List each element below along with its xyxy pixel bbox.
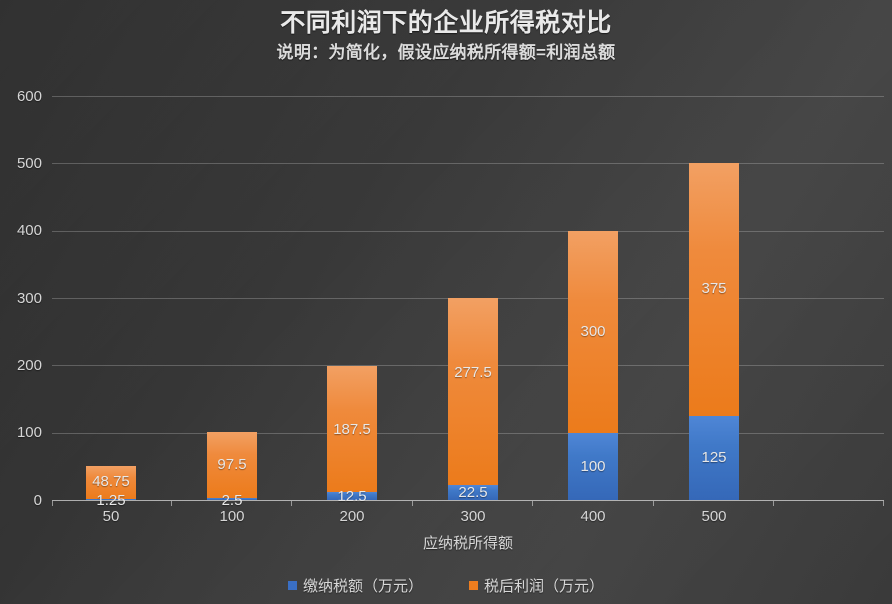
y-axis-tick-500: 500 [16, 155, 42, 172]
x-axis-tick-100: 100 [219, 508, 245, 525]
y-axis-tick-200: 200 [16, 357, 42, 374]
x-axis-tick-400: 400 [580, 508, 606, 525]
legend-swatch-profit-icon [469, 581, 478, 590]
bar-segment-tax-200[interactable] [327, 492, 377, 500]
x-axis-tick-500: 500 [701, 508, 727, 525]
chart-title: 不同利润下的企业所得税对比 [280, 9, 612, 37]
legend-item-profit[interactable]: 税后利润（万元） [469, 575, 604, 596]
bar-segment-profit-400[interactable] [568, 231, 618, 433]
bar-segment-tax-100[interactable] [207, 498, 257, 500]
y-axis-tick-0: 0 [33, 492, 42, 509]
x-axis-tick-mark-4 [532, 501, 533, 506]
chart-legend: 缴纳税额（万元） 税后利润（万元） [0, 575, 892, 596]
legend-swatch-tax-icon [287, 581, 297, 590]
bar-segment-profit-500[interactable] [689, 163, 739, 416]
x-axis-tick-50: 50 [102, 508, 120, 525]
legend-label-tax: 缴纳税额（万元） [302, 578, 423, 595]
x-axis-tick-mark-2 [291, 501, 292, 506]
bar-segment-profit-100[interactable] [207, 432, 257, 498]
x-axis-tick-mark-3 [412, 501, 413, 506]
chart-title-block: 不同利润下的企业所得税对比 说明：为简化，假设应纳税所得额=利润总额 [0, 6, 892, 66]
bar-segment-tax-300[interactable] [448, 485, 498, 500]
x-axis-line [52, 500, 884, 501]
legend-item-tax[interactable]: 缴纳税额（万元） [287, 575, 423, 596]
bar-segment-profit-300[interactable] [448, 298, 498, 485]
x-axis-tick-mark-6 [773, 501, 774, 506]
chart-subtitle: 说明：为简化，假设应纳税所得额=利润总额 [276, 43, 616, 62]
x-axis-tick-mark-5 [653, 501, 654, 506]
bar-segment-tax-500[interactable] [689, 416, 739, 500]
bar-segment-profit-50[interactable] [86, 466, 136, 499]
x-axis-title: 应纳税所得额 [422, 535, 513, 552]
x-axis-tick-200: 200 [339, 508, 365, 525]
legend-label-profit: 税后利润（万元） [484, 578, 605, 595]
plot-area: 48.75 1.25 97.5 2.5 187.5 12.5 277.5 22.… [52, 96, 884, 509]
gridline-600 [52, 96, 884, 97]
x-axis-tick-mark-1 [171, 501, 172, 506]
y-axis-tick-400: 400 [16, 222, 42, 239]
gridline-500 [52, 163, 884, 164]
bar-segment-tax-50[interactable] [86, 499, 136, 500]
x-axis-tick-mark-0 [52, 501, 53, 506]
x-axis-tick-300: 300 [460, 508, 486, 525]
bar-segment-profit-200[interactable] [327, 366, 377, 492]
y-axis-tick-300: 300 [16, 290, 42, 307]
y-axis-tick-100: 100 [16, 424, 42, 441]
gridline-400 [52, 231, 884, 232]
y-axis-tick-600: 600 [16, 88, 42, 105]
x-axis-tick-mark-7 [883, 501, 884, 506]
bar-segment-tax-400[interactable] [568, 433, 618, 500]
